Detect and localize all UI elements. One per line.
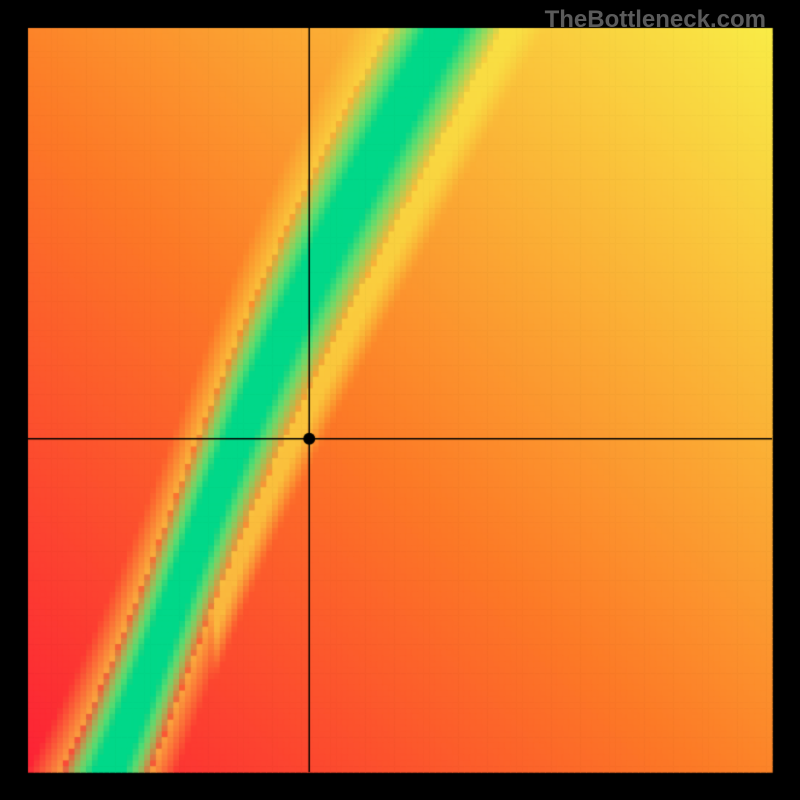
bottleneck-heatmap: [0, 0, 800, 800]
chart-container: TheBottleneck.com: [0, 0, 800, 800]
